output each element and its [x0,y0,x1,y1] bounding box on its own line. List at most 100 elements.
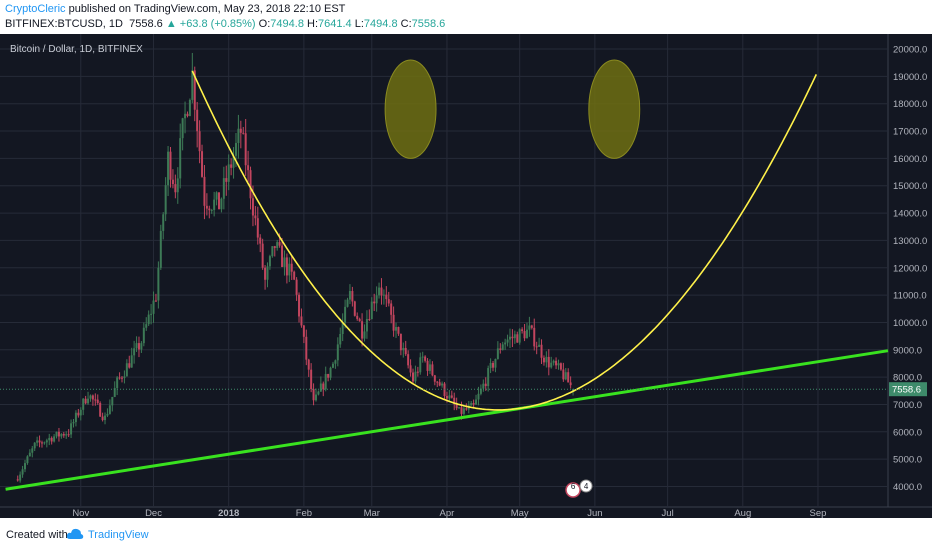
candle-body [123,376,126,379]
candle-body [378,287,381,296]
y-tick-label: 15000.0 [893,181,927,192]
candle-body [368,319,371,321]
y-tick-label: 6000.0 [893,427,922,438]
candle-body [329,367,332,378]
candle-body [179,138,182,179]
candle-body [268,256,271,267]
x-tick-label: May [511,508,529,518]
candle-body [327,374,330,378]
right-eye-ellipse [588,59,641,159]
candle-body [433,375,436,382]
candle-body [213,199,216,210]
chart-area[interactable]: 4000.0 5000.0 6000.0 7000.0 8000.0 9000.0 1000… [0,34,932,518]
candle-body [198,131,201,152]
candle-body [445,395,448,399]
candle-body [397,327,400,334]
candle-body [572,389,575,391]
candle-body [302,325,305,337]
candle-body [477,393,480,400]
high-label: H: [307,18,319,30]
candle-body [205,205,208,209]
candle-body [322,383,325,390]
candle-body [494,358,497,368]
candle-body [26,456,29,464]
candle-body [45,440,48,443]
candle-body [559,363,562,370]
price-change: +63.8 (+0.85%) [179,18,256,30]
candle-body [288,263,291,276]
low-value: 7494.8 [363,18,398,30]
x-tick-label: Dec [145,508,162,518]
author-link[interactable]: CryptoCleric [5,3,66,15]
candle-body [552,360,555,363]
y-tick-label: 17000.0 [893,127,927,138]
candle-body [516,334,519,343]
tradingview-cloud-icon[interactable] [66,527,84,541]
candle-body [28,452,31,457]
candle-body [312,389,315,401]
candle-body [462,408,465,414]
y-tick-label: 13000.0 [893,236,927,247]
candle-body [234,143,237,156]
candle-body [50,437,53,442]
candle-body [395,327,398,331]
candle-body [331,363,334,368]
candle-body [31,448,34,453]
plot-background [0,34,932,518]
candle-body [353,301,356,316]
candle-body [89,395,92,399]
event-flag-icon [565,482,581,498]
candle-body [271,246,274,257]
candle-body [208,208,211,211]
candle-body [450,395,453,398]
price-chart[interactable]: 4000.0 5000.0 6000.0 7000.0 8000.0 9000.0 1000… [0,34,932,518]
candle-body [53,436,56,442]
candle-body [91,395,94,400]
candle-body [479,388,482,394]
candle-body [501,344,504,350]
candle-body [550,362,553,368]
candle-body [242,132,245,134]
tradingview-brand[interactable]: TradingView [88,529,149,541]
candle-body [79,409,82,416]
candle-body [232,155,235,168]
candle-body [38,440,41,443]
candle-body [157,267,160,301]
candle-body [438,382,441,386]
candle-body [135,343,138,349]
y-tick-label: 12000.0 [893,263,927,274]
candle-body [33,442,36,449]
candle-body [545,356,548,363]
candle-body [455,404,458,409]
left-eye-ellipse [384,59,437,159]
candle-body [300,316,303,326]
candle-body [94,399,97,401]
candle-body [421,356,424,358]
candle-body [150,313,153,315]
candle-body [167,151,170,186]
close-value: 7558.6 [411,18,446,30]
candle-body [244,133,247,166]
candle-body [402,347,405,351]
candle-body [77,412,80,416]
candle-body [324,374,327,390]
candle-body [82,398,85,410]
candle-body [285,257,288,276]
footer: Created with TradingView [0,521,932,550]
symbol-label: BITFINEX:BTCUSD, 1D [5,18,123,30]
candle-body [496,348,499,359]
candle-body [363,331,366,339]
candle-body [387,299,390,304]
candle-body [346,299,349,307]
y-tick-label: 7000.0 [893,400,922,411]
candle-body [227,164,230,182]
candle-body [448,395,451,399]
candle-body [65,434,68,436]
candle-body [281,245,284,267]
candle-body [55,431,58,437]
candle-body [419,357,422,373]
candle-body [111,396,114,406]
candle-body [523,331,526,339]
x-tick-label: Aug [734,508,751,518]
candle-body [509,336,511,340]
